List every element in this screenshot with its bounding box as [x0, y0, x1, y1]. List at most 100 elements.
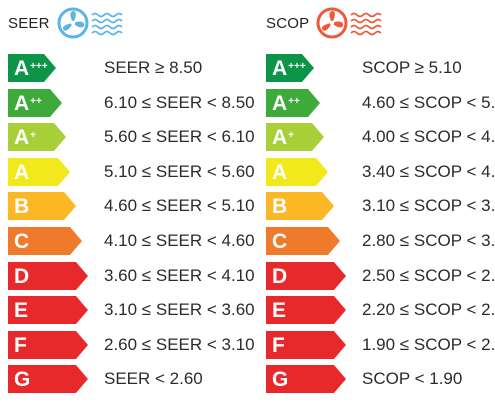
efficiency-class-arrow: A+++ — [8, 54, 56, 82]
class-plus-superscript: +++ — [288, 61, 306, 72]
seer-title: SEER — [8, 14, 50, 32]
class-letter: A++ — [14, 90, 42, 118]
seer-row: D 3.60 ≤ SEER < 4.10 — [8, 261, 255, 291]
class-letter-main: G — [272, 368, 289, 392]
efficiency-class-arrow: A+++ — [266, 54, 314, 82]
class-letter: D — [14, 263, 29, 291]
class-letter: A — [14, 159, 29, 187]
class-arrow-shape — [266, 157, 328, 186]
class-arrow-shape — [8, 54, 56, 82]
class-arrow-shape — [266, 365, 346, 394]
seer-range-text: 4.10 ≤ SEER < 4.60 — [104, 231, 255, 250]
class-arrow-shape — [8, 192, 76, 221]
seer-range-text: 5.10 ≤ SEER < 5.60 — [104, 161, 255, 181]
seer-range-text: 3.60 ≤ SEER < 4.10 — [104, 265, 255, 285]
class-letter: F — [272, 332, 285, 360]
efficiency-class-arrow: A++ — [266, 88, 320, 118]
scop-range-text: 1.90 ≤ SCOP < 2.20 — [362, 334, 495, 354]
efficiency-class-arrow: A+ — [266, 123, 324, 152]
class-letter: A — [272, 159, 287, 187]
class-letter-main: G — [14, 368, 31, 392]
efficiency-class-arrow: C — [8, 227, 82, 255]
class-letter-main: A — [14, 126, 30, 150]
scop-row: A+ 4.00 ≤ SCOP < 4.60 — [266, 123, 495, 152]
scop-row: A 3.40 ≤ SCOP < 4.00 — [266, 157, 495, 187]
class-letter-main: A — [272, 91, 288, 115]
scop-row: G SCOP < 1.90 — [266, 365, 495, 394]
class-letter-main: D — [272, 264, 288, 288]
class-plus-superscript: +++ — [30, 61, 48, 72]
scop-range-text: SCOP < 1.90 — [362, 369, 463, 389]
class-letter-main: E — [14, 299, 29, 323]
scop-range-text: 3.10 ≤ SCOP < 3.40 — [362, 196, 495, 216]
class-arrow-shape — [8, 365, 88, 394]
class-letter-main: F — [272, 333, 285, 357]
class-arrow-shape — [266, 330, 346, 359]
efficiency-class-arrow: B — [266, 192, 334, 221]
scop-row: A+++ SCOP ≥ 5.10 — [266, 54, 495, 82]
class-plus-superscript: ++ — [30, 95, 42, 107]
class-letter: G — [14, 366, 30, 394]
seer-row: C 4.10 ≤ SEER < 4.60 — [8, 227, 255, 255]
class-letter-main: C — [14, 230, 30, 253]
scop-panel: SCOP A+++SCOP ≥ 5.10A++4.60 ≤ SCOP < 5.1… — [258, 0, 495, 405]
scop-range-text: 3.40 ≤ SCOP < 4.00 — [362, 161, 495, 181]
seer-range-text: 4.60 ≤ SEER < 5.10 — [104, 196, 255, 216]
scop-range-text: SCOP ≥ 5.10 — [362, 58, 462, 77]
class-letter-main: A — [14, 91, 30, 115]
efficiency-class-arrow: B — [8, 192, 76, 221]
seer-row: B 4.60 ≤ SEER < 5.10 — [8, 192, 255, 221]
seer-row: G SEER < 2.60 — [8, 365, 240, 394]
class-arrow-shape — [8, 123, 66, 152]
efficiency-class-arrow: D — [266, 261, 346, 291]
class-letter-main: A — [272, 160, 288, 184]
scop-range-text: 2.80 ≤ SCOP < 3.10 — [362, 231, 495, 250]
class-letter: D — [272, 263, 287, 291]
class-letter: G — [272, 366, 288, 394]
class-plus-superscript: ++ — [288, 95, 300, 107]
class-letter: C — [272, 228, 287, 256]
class-letter-main: A — [14, 160, 30, 184]
class-plus-superscript: + — [288, 130, 295, 142]
class-arrow-shape — [8, 261, 88, 290]
seer-row: A 5.10 ≤ SEER < 5.60 — [8, 157, 255, 187]
class-letter-main: E — [272, 299, 287, 323]
scop-header: SCOP — [266, 6, 395, 40]
seer-row: F 2.60 ≤ SEER < 3.10 — [8, 330, 255, 359]
class-letter-main: B — [14, 195, 30, 219]
scop-range-text: 2.50 ≤ SCOP < 2.80 — [362, 265, 495, 285]
class-letter: A+++ — [14, 55, 48, 83]
efficiency-class-arrow: G — [266, 365, 346, 394]
class-letter-main: A — [14, 57, 30, 80]
class-letter: E — [272, 297, 286, 325]
seer-range-text: SEER ≥ 8.50 — [104, 58, 203, 77]
scop-range-text: 4.60 ≤ SCOP < 5.10 — [362, 92, 495, 112]
seer-range-text: 6.10 ≤ SEER < 8.50 — [104, 92, 255, 112]
efficiency-class-arrow: E — [8, 296, 88, 325]
seer-range-text: 2.60 ≤ SEER < 3.10 — [104, 334, 255, 354]
scop-range-text: 4.00 ≤ SCOP < 4.60 — [362, 127, 495, 147]
class-arrow-shape — [8, 157, 70, 186]
efficiency-class-arrow: D — [8, 261, 88, 291]
scop-row: A++ 4.60 ≤ SCOP < 5.10 — [266, 88, 495, 118]
scop-row: D 2.50 ≤ SCOP < 2.80 — [266, 261, 495, 291]
efficiency-class-arrow: A — [8, 157, 70, 187]
seer-header: SEER — [8, 6, 136, 40]
class-arrow-shape — [8, 227, 82, 255]
efficiency-class-arrow: A — [266, 157, 328, 187]
scop-title: SCOP — [266, 14, 310, 32]
class-letter: B — [272, 193, 287, 221]
class-letter: A++ — [272, 90, 300, 118]
seer-row: A++ 6.10 ≤ SEER < 8.50 — [8, 88, 255, 118]
class-arrow-shape — [266, 88, 320, 117]
class-letter: C — [14, 228, 29, 256]
efficiency-class-arrow: A+ — [8, 123, 66, 152]
fan-heat-icon — [316, 7, 382, 39]
fan-cool-icon — [57, 7, 123, 39]
class-letter: A+ — [272, 124, 294, 152]
scop-row: C 2.80 ≤ SCOP < 3.10 — [266, 227, 495, 255]
class-arrow-shape — [266, 123, 324, 152]
class-arrow-shape — [266, 261, 346, 290]
class-arrow-shape — [266, 192, 334, 221]
seer-range-text: 3.10 ≤ SEER < 3.60 — [104, 300, 255, 320]
